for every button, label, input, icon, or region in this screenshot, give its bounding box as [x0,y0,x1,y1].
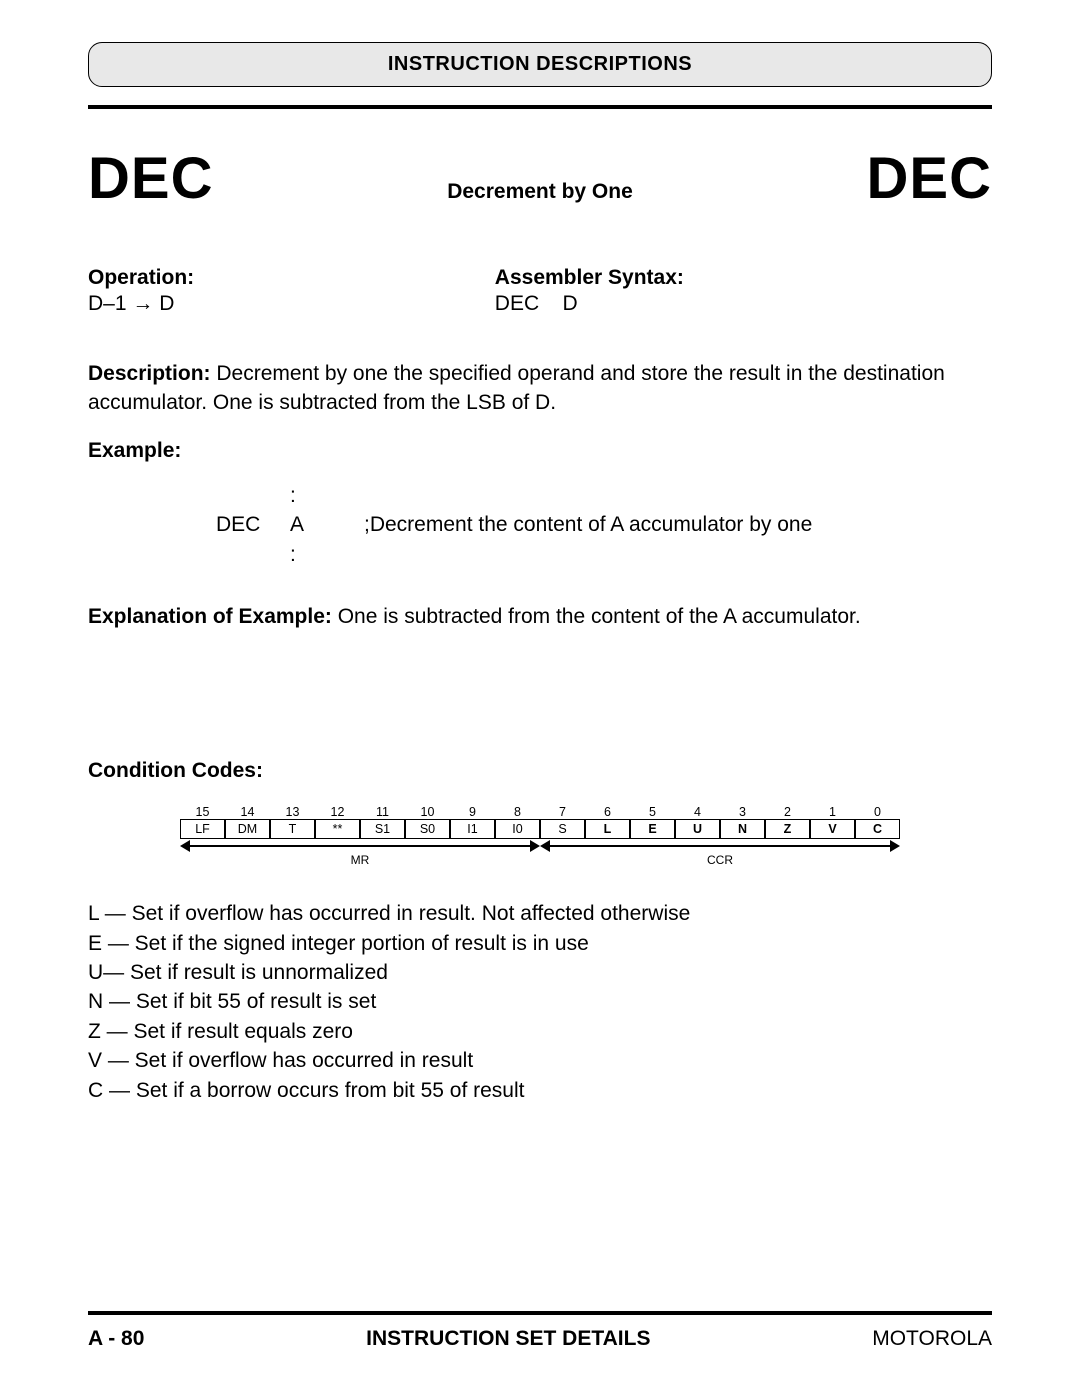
condition-code-line: L — Set if overflow has occurred in resu… [88,899,992,928]
footer-rule [88,1311,992,1315]
footer-right: MOTOROLA [872,1327,992,1351]
bit-number: 11 [360,805,405,819]
bit-number: 4 [675,805,720,819]
assembler-label: Assembler Syntax: [495,266,992,290]
footer-center: INSTRUCTION SET DETAILS [366,1327,650,1351]
bit-label: I1 [450,819,495,839]
bit-label: I0 [495,819,540,839]
explanation-label: Explanation of Example: [88,605,338,628]
footer-page: A - 80 [88,1327,144,1351]
condition-codes-label: Condition Codes: [88,759,992,783]
bit-label: L [585,819,630,839]
explanation-text: One is subtracted from the content of th… [338,605,861,628]
description-text: Decrement by one the specified operand a… [88,362,945,413]
condition-code-line: E — Set if the signed integer portion of… [88,929,992,958]
bit-label: Z [765,819,810,839]
bit-label: T [270,819,315,839]
bit-label: S [540,819,585,839]
mr-label: MR [180,853,540,867]
example-operand: A [290,510,364,539]
bit-number: 1 [810,805,855,819]
bit-number: 3 [720,805,765,819]
bit-number: 14 [225,805,270,819]
section-header-text: INSTRUCTION DESCRIPTIONS [388,53,692,75]
bit-label: C [855,819,900,839]
register-group-row: MR CCR [180,839,900,869]
bit-label: S1 [360,819,405,839]
assembler-column: Assembler Syntax: DEC D [495,266,992,318]
example-comment: ;Decrement the content of A accumulator … [364,510,992,539]
bit-number: 9 [450,805,495,819]
condition-codes-diagram: 1514131211109876543210 LFDMT**S1S0I1I0SL… [180,805,900,869]
bit-label: DM [225,819,270,839]
condition-code-line: C — Set if a borrow occurs from bit 55 o… [88,1076,992,1105]
bit-number: 6 [585,805,630,819]
assembler-text: DEC D [495,290,992,318]
bit-label: V [810,819,855,839]
instruction-subtitle: Decrement by One [447,180,633,204]
bit-number: 8 [495,805,540,819]
bit-number: 15 [180,805,225,819]
page: INSTRUCTION DESCRIPTIONS DEC Decrement b… [0,0,1080,1105]
bit-number: 13 [270,805,315,819]
bit-label-row: LFDMT**S1S0I1I0SLEUNZVC [180,819,900,839]
condition-code-line: Z — Set if result equals zero [88,1017,992,1046]
example-colon-1: : [290,481,296,510]
operation-label: Operation: [88,266,495,290]
footer-row: A - 80 INSTRUCTION SET DETAILS MOTOROLA [88,1327,992,1351]
condition-code-line: U— Set if result is unnormalized [88,958,992,987]
bit-number-row: 1514131211109876543210 [180,805,900,819]
bit-number: 0 [855,805,900,819]
bit-label: LF [180,819,225,839]
condition-code-line: V — Set if overflow has occurred in resu… [88,1046,992,1075]
ccr-label: CCR [540,853,900,867]
bit-number: 2 [765,805,810,819]
bit-label: ** [315,819,360,839]
bit-label: E [630,819,675,839]
bit-number: 5 [630,805,675,819]
example-label: Example: [88,439,992,463]
bit-label: N [720,819,765,839]
condition-code-line: N — Set if bit 55 of result is set [88,987,992,1016]
bit-label: U [675,819,720,839]
explanation-block: Explanation of Example: One is subtracte… [88,605,992,629]
section-header: INSTRUCTION DESCRIPTIONS [88,42,992,87]
bit-number: 12 [315,805,360,819]
operation-assembler-row: Operation: D–1 → D Assembler Syntax: DEC… [88,266,992,318]
bit-number: 7 [540,805,585,819]
description-block: Description: Decrement by one the specif… [88,360,992,417]
operation-text: D–1 → D [88,290,495,318]
mnemonic-right: DEC [867,145,992,212]
page-footer: A - 80 INSTRUCTION SET DETAILS MOTOROLA [88,1311,992,1351]
instruction-title-row: DEC Decrement by One DEC [88,145,992,212]
example-mnemonic: DEC [216,510,290,539]
example-colon-2: : [290,540,296,569]
bit-label: S0 [405,819,450,839]
example-code: : DEC A ;Decrement the content of A accu… [216,481,992,569]
bit-number: 10 [405,805,450,819]
operation-column: Operation: D–1 → D [88,266,495,318]
mnemonic-left: DEC [88,145,213,212]
condition-codes-list: L — Set if overflow has occurred in resu… [88,899,992,1105]
top-rule [88,105,992,109]
description-label: Description: [88,362,216,385]
